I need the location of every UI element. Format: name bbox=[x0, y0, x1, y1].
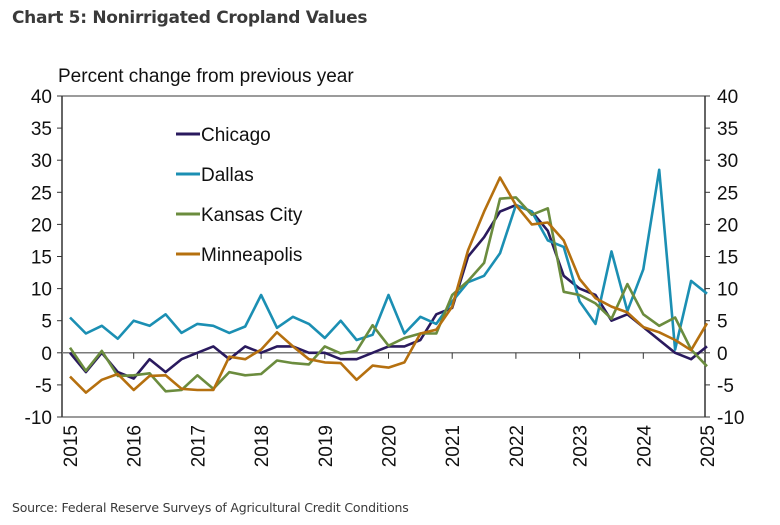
y-tick-label-right: 20 bbox=[717, 215, 738, 236]
x-tick-label: 2024 bbox=[634, 425, 655, 468]
y-tick-label-right: -10 bbox=[717, 408, 744, 429]
x-tick-label: 2017 bbox=[188, 425, 209, 467]
legend-label-kansas-city: Kansas City bbox=[201, 205, 303, 226]
y-tick-label-right: 10 bbox=[717, 280, 738, 301]
y-tick-label-left: 15 bbox=[31, 248, 52, 269]
series-line-minneapolis bbox=[69, 176, 709, 394]
x-tick-label: 2025 bbox=[698, 425, 719, 467]
y-tick-label-left: 20 bbox=[31, 215, 52, 236]
x-tick-label: 2023 bbox=[571, 425, 592, 467]
y-tick-label-right: 5 bbox=[717, 312, 728, 333]
y-tick-label-right: 25 bbox=[717, 183, 738, 204]
x-tick-label: 2015 bbox=[61, 425, 82, 467]
chart-title: Chart 5: Nonirrigated Cropland Values bbox=[12, 8, 368, 28]
y-tick-label-right: 30 bbox=[717, 151, 738, 172]
series-line-dallas bbox=[69, 168, 708, 351]
x-tick-label: 2020 bbox=[380, 425, 401, 467]
x-tick-label: 2019 bbox=[316, 425, 337, 467]
y-tick-label-left: 40 bbox=[31, 87, 52, 108]
y-tick-label-right: 40 bbox=[717, 87, 738, 108]
y-tick-label-right: 35 bbox=[717, 119, 738, 140]
legend-label-dallas: Dallas bbox=[201, 165, 254, 186]
y-tick-label-left: 5 bbox=[41, 312, 52, 333]
y-tick-label-right: 0 bbox=[717, 344, 728, 365]
y-tick-label-left: 30 bbox=[31, 151, 52, 172]
y-tick-label-right: 15 bbox=[717, 248, 738, 269]
legend-label-minneapolis: Minneapolis bbox=[201, 245, 302, 266]
legend-label-chicago: Chicago bbox=[201, 125, 271, 146]
y-tick-label-left: 0 bbox=[41, 344, 52, 365]
y-tick-label-left: -10 bbox=[25, 408, 52, 429]
series-lines bbox=[68, 168, 709, 394]
x-tick-label: 2022 bbox=[507, 425, 528, 467]
x-tick-label: 2021 bbox=[443, 425, 464, 467]
y-tick-label-left: 35 bbox=[31, 119, 52, 140]
y-tick-label-left: 10 bbox=[31, 280, 52, 301]
line-chart: Percent change from previous year 40 40 35… bbox=[25, 66, 745, 467]
source-note: Source: Federal Reserve Surveys of Agric… bbox=[12, 500, 409, 515]
x-tick-label: 2018 bbox=[252, 425, 273, 467]
y-tick-label-right: -5 bbox=[717, 376, 734, 397]
series-line-kansas-city bbox=[68, 196, 708, 393]
y-axis-label: Percent change from previous year bbox=[58, 66, 354, 87]
y-tick-label-left: 25 bbox=[31, 183, 52, 204]
x-tick-label: 2016 bbox=[125, 425, 146, 467]
y-tick-label-left: -5 bbox=[35, 376, 52, 397]
legend: Chicago Dallas Kansas City Minneapolis bbox=[176, 125, 303, 266]
